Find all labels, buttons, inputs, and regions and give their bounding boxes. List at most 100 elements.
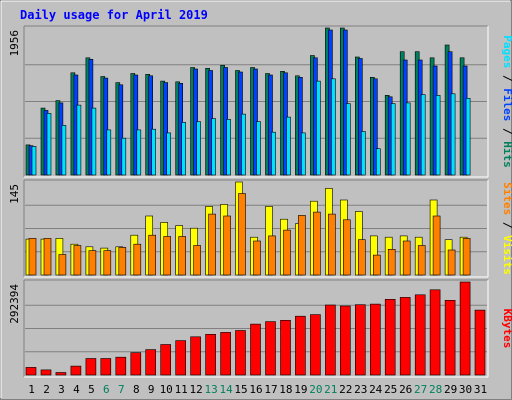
day-label-1: 1 — [28, 383, 35, 396]
bar-pages-day-28 — [435, 95, 441, 176]
day-label-28: 28 — [429, 383, 442, 396]
bar-files-day-9 — [148, 75, 153, 176]
bar-pages-day-1 — [31, 146, 37, 176]
day-label-25: 25 — [384, 383, 397, 396]
bar-pages-day-7 — [121, 137, 127, 176]
day-label-21: 21 — [324, 383, 337, 396]
hits-panel-axis-label-part-2: / — [501, 68, 512, 88]
bar-sites-day-21 — [328, 213, 336, 276]
bar-pages-day-16 — [256, 121, 261, 176]
bar-pages-day-13 — [211, 118, 216, 176]
bar-files-day-8 — [133, 74, 139, 176]
bar-kbytes-day-4 — [70, 365, 82, 376]
bar-kbytes-day-30 — [459, 281, 471, 376]
bar-pages-day-15 — [241, 113, 246, 176]
bar-pages-day-25 — [390, 103, 396, 176]
bar-sites-day-29 — [447, 249, 456, 276]
bar-pages-day-6 — [106, 129, 112, 176]
bar-kbytes-day-31 — [474, 309, 486, 376]
day-label-22: 22 — [339, 383, 352, 396]
day-label-19: 19 — [294, 383, 307, 396]
bar-files-day-22 — [342, 29, 348, 176]
bar-pages-day-19 — [301, 132, 306, 176]
bar-kbytes-day-20 — [310, 314, 321, 376]
bar-kbytes-day-28 — [429, 289, 441, 376]
bar-sites-day-16 — [253, 240, 261, 276]
visits-panel: 145 Sites / Visits — [8, 179, 512, 278]
bar-kbytes-day-17 — [265, 321, 276, 376]
bar-pages-day-11 — [181, 122, 186, 176]
bar-pages-day-3 — [61, 125, 67, 176]
chart-panels: 1956 Pages / Files / Hits 145 Sites / Visit… — [8, 25, 512, 378]
day-label-8: 8 — [133, 383, 140, 396]
bar-sites-day-24 — [372, 254, 381, 276]
day-label-4: 4 — [73, 383, 80, 396]
bar-sites-day-20 — [313, 211, 321, 276]
hits-panel-axis-label-part-5: Hits — [501, 141, 512, 168]
kbytes-panel-axis-label-part-1: KBytes — [501, 309, 512, 349]
bar-sites-day-22 — [342, 219, 351, 276]
day-label-26: 26 — [399, 383, 412, 396]
bar-sites-day-15 — [238, 193, 246, 276]
bar-sites-day-6 — [103, 250, 112, 276]
day-labels: 1 2 3 4 5 6 7 8 9 10 11 12 13 14 15 16 17 18 19 20 21 22 23 24 2… — [28, 383, 487, 396]
day-label-9: 9 — [148, 383, 155, 396]
bar-sites-day-23 — [357, 239, 366, 276]
bar-pages-day-30 — [465, 98, 471, 176]
bar-pages-day-14 — [226, 119, 231, 176]
bar-pages-day-22 — [345, 103, 351, 176]
bar-pages-day-5 — [91, 107, 97, 176]
kbytes-panel-max-label: 292394 — [8, 284, 21, 324]
bar-pages-day-10 — [166, 132, 171, 176]
bar-sites-day-18 — [283, 229, 291, 276]
bar-kbytes-day-14 — [220, 332, 231, 376]
bar-sites-day-2 — [43, 238, 52, 276]
visits-panel-max-label: 145 — [8, 184, 21, 204]
bar-kbytes-day-16 — [250, 323, 261, 376]
day-label-23: 23 — [354, 383, 367, 396]
bar-kbytes-day-3 — [55, 372, 67, 376]
bar-pages-day-24 — [375, 148, 381, 176]
bar-files-day-6 — [103, 77, 109, 176]
bar-files-day-10 — [163, 82, 168, 176]
bar-kbytes-day-25 — [384, 298, 396, 376]
bar-kbytes-day-11 — [175, 340, 186, 376]
bar-sites-day-10 — [163, 236, 171, 276]
bar-pages-day-29 — [450, 93, 456, 176]
hits-panel-axis-label-part-3: Files — [501, 88, 512, 121]
bar-kbytes-day-27 — [414, 294, 426, 376]
visits-panel-axis-label-part-3: Visits — [501, 235, 512, 275]
bar-pages-day-12 — [196, 121, 201, 176]
bar-kbytes-day-6 — [100, 358, 112, 376]
hits-panel-axis-label-part-1: Pages — [501, 35, 512, 68]
bar-sites-day-9 — [148, 234, 156, 276]
hits-panel: 1956 Pages / Files / Hits — [8, 25, 512, 178]
day-label-27: 27 — [414, 383, 427, 396]
day-label-20: 20 — [309, 383, 322, 396]
bar-sites-day-5 — [88, 250, 97, 276]
bar-kbytes-day-12 — [190, 336, 201, 376]
bar-pages-day-18 — [286, 116, 291, 176]
visits-panel-axis-label-part-2: / — [501, 215, 512, 235]
bar-pages-day-17 — [271, 131, 276, 176]
bar-kbytes-day-8 — [130, 352, 142, 376]
bar-sites-day-14 — [223, 215, 231, 276]
day-label-3: 3 — [58, 383, 65, 396]
bar-kbytes-day-7 — [115, 356, 127, 376]
day-label-5: 5 — [88, 383, 95, 396]
bar-kbytes-day-24 — [369, 303, 381, 376]
day-label-24: 24 — [369, 383, 383, 396]
kbytes-panel: 292394 KBytes — [8, 279, 512, 378]
bar-sites-day-13 — [208, 213, 216, 276]
bar-kbytes-day-21 — [325, 304, 336, 376]
visits-panel-axis-label-part-1: Sites — [501, 182, 512, 215]
bar-kbytes-day-5 — [85, 358, 97, 376]
day-label-2: 2 — [43, 383, 50, 396]
bar-sites-day-26 — [402, 240, 411, 276]
day-label-12: 12 — [189, 383, 202, 396]
day-label-14: 14 — [219, 383, 233, 396]
day-label-30: 30 — [459, 383, 472, 396]
bar-pages-day-4 — [76, 104, 82, 176]
day-label-18: 18 — [279, 383, 292, 396]
